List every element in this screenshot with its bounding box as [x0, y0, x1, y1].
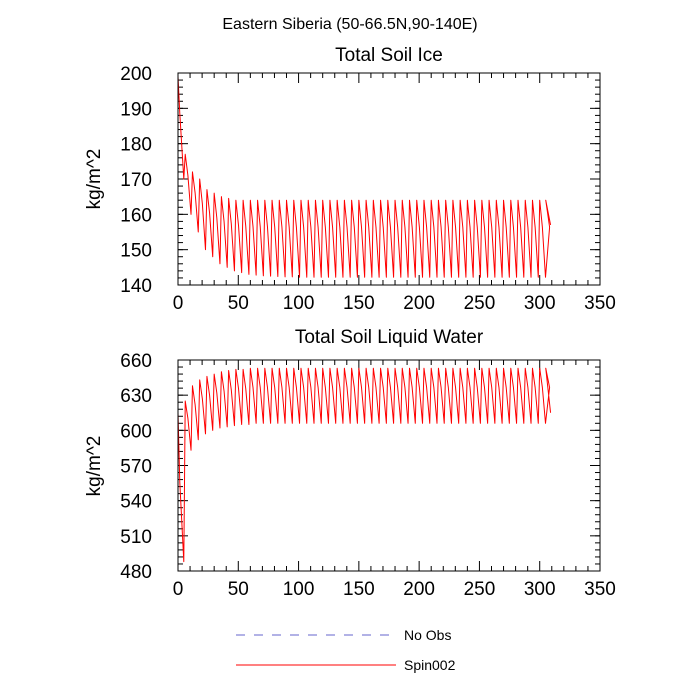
x-tick-label: 100: [283, 579, 315, 600]
y-tick-label: 540: [120, 492, 152, 513]
y-tick-label: 630: [120, 386, 152, 407]
y-tick-label: 190: [120, 99, 152, 120]
y-tick-label: 200: [120, 64, 152, 85]
panel-soil-ice-axes: 0 50 100 150 200 250 300 350 140 150 160 170 180 190 2…: [120, 64, 616, 314]
panel-soil-liquid-frame: [177, 359, 601, 572]
y-tick-label: 600: [120, 421, 152, 442]
panel-soil-liquid: Total Soil Liquid Water kg/m^2 0 50 100 150…: [84, 327, 616, 600]
panel-soil-ice-ylabel: kg/m^2: [84, 149, 105, 210]
y-tick-label: 140: [120, 276, 152, 297]
x-tick-label: 300: [524, 293, 556, 314]
panel-soil-liquid-title: Total Soil Liquid Water: [295, 327, 484, 348]
y-tick-label: 510: [120, 527, 152, 548]
legend-label-spin002: Spin002: [404, 657, 456, 673]
y-tick-label: 660: [120, 351, 152, 372]
x-tick-label: 100: [283, 293, 315, 314]
panel-soil-liquid-ylabel: kg/m^2: [84, 436, 105, 497]
x-tick-label: 150: [343, 293, 375, 314]
x-tick-label: 0: [173, 293, 184, 314]
x-tick-label: 200: [403, 293, 435, 314]
figure-title: Eastern Siberia (50-66.5N,90-140E): [222, 16, 477, 33]
panel-soil-ice-frame: [177, 72, 601, 286]
x-tick-label: 50: [228, 293, 249, 314]
x-tick-label: 350: [584, 579, 616, 600]
y-tick-label: 170: [120, 170, 152, 191]
x-tick-label: 200: [403, 579, 435, 600]
series-line-spin002-soil-liquid: [177, 367, 552, 563]
x-tick-label: 250: [464, 293, 496, 314]
x-tick-label: 50: [228, 579, 249, 600]
series-line-spin002-soil-ice: [177, 76, 552, 278]
y-tick-label: 150: [120, 241, 152, 262]
x-tick-label: 350: [584, 293, 616, 314]
x-tick-label: 300: [524, 579, 556, 600]
y-tick-label: 480: [120, 562, 152, 583]
y-tick-label: 570: [120, 457, 152, 478]
panel-soil-ice-title: Total Soil Ice: [335, 45, 443, 66]
x-tick-label: 0: [173, 579, 184, 600]
legend-label-no-obs: No Obs: [404, 627, 451, 643]
x-tick-label: 250: [464, 579, 496, 600]
panel-soil-ice: Total Soil Ice kg/m^2 0 50 100 150 200 250 300…: [84, 45, 616, 314]
legend: No Obs Spin002: [236, 627, 456, 673]
panel-soil-liquid-axes: 0 50 100 150 200 250 300 350 480 510 540 570 600 630 6…: [120, 351, 616, 600]
y-tick-label: 160: [120, 205, 152, 226]
x-tick-label: 150: [343, 579, 375, 600]
y-tick-label: 180: [120, 135, 152, 156]
